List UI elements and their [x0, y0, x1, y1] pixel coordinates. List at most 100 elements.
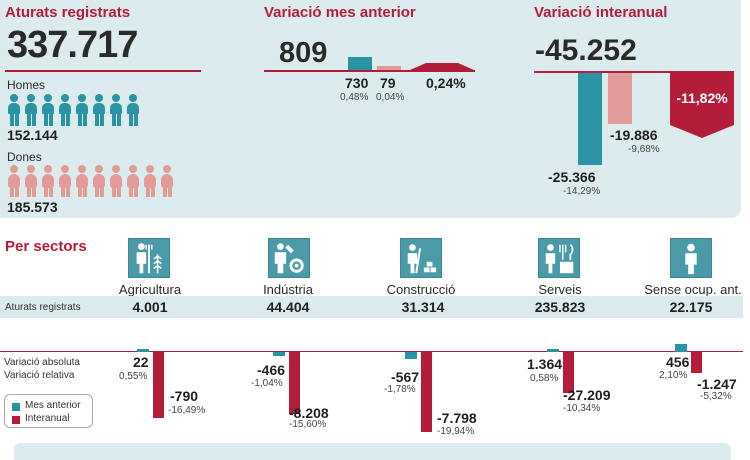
- sense-month-abs: 456: [666, 354, 690, 370]
- legend-swatch-yearly: [12, 416, 20, 424]
- person-pictogram-icon: [24, 94, 38, 126]
- monthly-sector-bar: [675, 343, 687, 352]
- sense-year-abs: -1.247: [697, 376, 737, 392]
- sector-name-agricultura: Agricultura: [118, 282, 182, 297]
- person-pictogram-icon: [41, 165, 55, 197]
- divider: [264, 70, 475, 72]
- women-value: 185.573: [7, 199, 58, 215]
- ind-year-abs: -8.208: [289, 405, 329, 421]
- person-pictogram-icon: [58, 165, 72, 197]
- women-label: Dones: [7, 150, 42, 164]
- rel-label: Variació relativa: [4, 370, 75, 381]
- sector-count: 22.175: [669, 299, 713, 315]
- registered-total: 337.717: [7, 24, 138, 66]
- total-monthly-pct: 0,24%: [426, 75, 466, 91]
- serv-month-abs: 1.364: [527, 356, 563, 372]
- person-pictogram-icon: [126, 94, 140, 126]
- men-yearly-pct: -14,29%: [563, 186, 601, 197]
- industry-worker-icon: [268, 238, 310, 278]
- women-monthly-pct: 0,04%: [376, 92, 405, 103]
- sector-name-sense-ocup: Sense ocup. ant.: [644, 282, 742, 297]
- person-pictogram-icon: [41, 94, 55, 126]
- yearly-sector-bar: [563, 352, 574, 394]
- sense-year-rel: -5,32%: [700, 391, 732, 402]
- men-value: 152.144: [7, 127, 58, 143]
- yearly-sector-bar: [153, 352, 164, 418]
- person-pictogram-icon: [109, 94, 123, 126]
- monthly-total: 809: [279, 37, 328, 69]
- person-pictogram-icon: [75, 94, 89, 126]
- divider: [534, 71, 734, 73]
- monthly-sector-bar: [137, 349, 149, 352]
- ind-year-rel: -15,60%: [289, 419, 327, 430]
- women-pictogram: [7, 165, 182, 197]
- serv-year-abs: -27.209: [563, 387, 611, 403]
- farmer-icon: [128, 238, 170, 278]
- sector-count: 4.001: [132, 299, 168, 315]
- men-yearly-bar: [578, 73, 602, 165]
- yearly-sector-bar: [691, 352, 702, 374]
- legend-swatch-monthly: [12, 403, 20, 411]
- women-yearly-value: -19.886: [610, 127, 658, 143]
- person-pictogram-icon: [143, 165, 157, 197]
- con-month-abs: -567: [391, 369, 420, 385]
- yearly-sector-bar: [421, 352, 432, 432]
- sectors-count-row: [0, 296, 743, 318]
- women-yearly-bar: [608, 73, 632, 124]
- total-monthly-bar: [410, 63, 474, 70]
- men-monthly-bar: [348, 57, 372, 70]
- person-pictogram-icon: [7, 94, 21, 126]
- con-month-rel: -1,78%: [384, 384, 416, 395]
- bottom-panel: [14, 443, 731, 460]
- serv-month-rel: 0,58%: [530, 373, 559, 384]
- sector-count: 31.314: [401, 299, 445, 315]
- women-monthly-value: 79: [380, 75, 396, 91]
- person-pictogram-icon: [160, 165, 174, 197]
- sector-count: 235.823: [534, 299, 586, 315]
- ind-month-rel: -1,04%: [251, 378, 283, 389]
- serv-year-rel: -10,34%: [563, 403, 601, 414]
- row-label: Aturats registrats: [5, 302, 81, 313]
- yearly-total: -45.252: [535, 34, 637, 67]
- sector-name-industria: Indústria: [263, 282, 313, 297]
- sector-baseline: [0, 351, 743, 352]
- agri-month-abs: 22: [133, 354, 149, 370]
- divider: [5, 70, 201, 72]
- monthly-sector-bar: [405, 352, 417, 360]
- women-monthly-bar: [377, 66, 401, 70]
- men-monthly-value: 730: [345, 75, 369, 91]
- con-year-rel: -19,94%: [437, 426, 475, 437]
- men-monthly-pct: 0,48%: [340, 92, 369, 103]
- legend-monthly: Mes anterior: [25, 400, 81, 411]
- agri-month-rel: 0,55%: [119, 371, 148, 382]
- person-pictogram-icon: [58, 94, 72, 126]
- sector-count: 44.404: [266, 299, 310, 315]
- total-yearly-pct: -11,82%: [676, 90, 728, 106]
- yearly-title: Variació interanual: [534, 4, 668, 21]
- person-icon: [670, 238, 712, 278]
- sector-name-construccio: Construcció: [386, 282, 456, 297]
- person-pictogram-icon: [92, 165, 106, 197]
- construction-worker-icon: [400, 238, 442, 278]
- abs-label: Variació absoluta: [4, 357, 80, 368]
- ind-month-abs: -466: [257, 362, 286, 378]
- yearly-sector-bar: [289, 352, 300, 415]
- men-yearly-value: -25.366: [548, 169, 596, 185]
- person-pictogram-icon: [75, 165, 89, 197]
- sectors-title: Per sectors: [5, 238, 87, 255]
- sector-name-serveis: Serveis: [538, 282, 582, 297]
- total-yearly-bar: [670, 73, 734, 138]
- person-pictogram-icon: [7, 165, 21, 197]
- men-label: Homes: [7, 78, 46, 92]
- person-pictogram-icon: [126, 165, 140, 197]
- monthly-sector-bar: [273, 352, 285, 357]
- legend-yearly: Interanual: [25, 413, 70, 424]
- monthly-title: Variació mes anterior: [264, 4, 416, 21]
- services-worker-icon: [538, 238, 580, 278]
- registered-title: Aturats registrats: [5, 4, 131, 21]
- person-pictogram-icon: [109, 165, 123, 197]
- con-year-abs: -7.798: [437, 410, 477, 426]
- person-pictogram-icon: [24, 165, 38, 197]
- sense-month-rel: 2,10%: [659, 370, 688, 381]
- women-yearly-pct: -9,68%: [628, 144, 660, 155]
